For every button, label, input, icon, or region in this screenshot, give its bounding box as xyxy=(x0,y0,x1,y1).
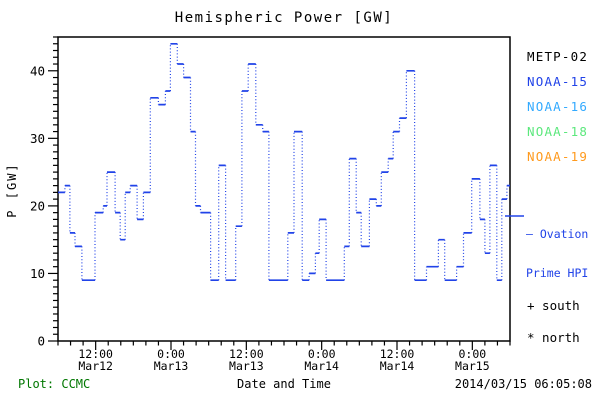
ovation-legend-line2: Prime HPI xyxy=(526,266,589,280)
x-tick-date-label: Mar14 xyxy=(380,359,415,373)
x-tick-time-label: 12:00 xyxy=(380,347,415,361)
ovation-legend-line1: — Ovation xyxy=(526,227,589,241)
legend-noaa-15: NOAA-15 xyxy=(527,74,589,89)
y-tick-label: 40 xyxy=(30,63,45,78)
x-tick-time-label: 12:00 xyxy=(229,347,264,361)
y-tick-label: 20 xyxy=(30,198,45,213)
x-tick-date-label: Mar12 xyxy=(78,359,113,373)
legend-metp-02: METP-02 xyxy=(527,49,589,64)
chart-title: Hemispheric Power [GW] xyxy=(174,10,394,26)
x-tick-date-label: Mar15 xyxy=(455,359,490,373)
y-tick-label: 30 xyxy=(30,131,45,146)
plot-credit: Plot: CCMC xyxy=(18,377,91,391)
satellite-legend: METP-02 NOAA-15 NOAA-16 NOAA-18 NOAA-19 xyxy=(527,44,588,169)
x-tick-date-label: Mar13 xyxy=(154,359,189,373)
x-tick-time-label: 0:00 xyxy=(308,347,336,361)
legend-noaa-18: NOAA-18 xyxy=(527,124,589,139)
hpi-step-horizontals xyxy=(58,42,510,282)
hpi-step-verticals xyxy=(64,43,508,281)
legend-noaa-19: NOAA-19 xyxy=(527,149,589,164)
plot-timestamp: 2014/03/15 06:05:08 xyxy=(454,377,592,391)
legend-marker-north: * north xyxy=(527,330,580,345)
x-tick-date-label: Mar13 xyxy=(229,359,264,373)
ovation-prime-hpi-legend: — Ovation Prime HPI xyxy=(526,202,588,306)
legend-noaa-16: NOAA-16 xyxy=(527,99,589,114)
plot-border xyxy=(57,36,511,342)
y-axis-label: P [GW] xyxy=(5,162,19,218)
x-tick-time-label: 0:00 xyxy=(157,347,185,361)
x-tick-date-label: Mar14 xyxy=(304,359,339,373)
y-tick-label: 10 xyxy=(30,266,45,281)
x-tick-time-label: 12:00 xyxy=(78,347,113,361)
y-tick-label: 0 xyxy=(37,334,45,349)
legend-marker-south: + south xyxy=(527,298,580,313)
x-tick-time-label: 0:00 xyxy=(458,347,486,361)
x-axis-label: Date and Time xyxy=(237,377,331,391)
hemisphere-marker-legend: + south * north xyxy=(527,298,580,362)
